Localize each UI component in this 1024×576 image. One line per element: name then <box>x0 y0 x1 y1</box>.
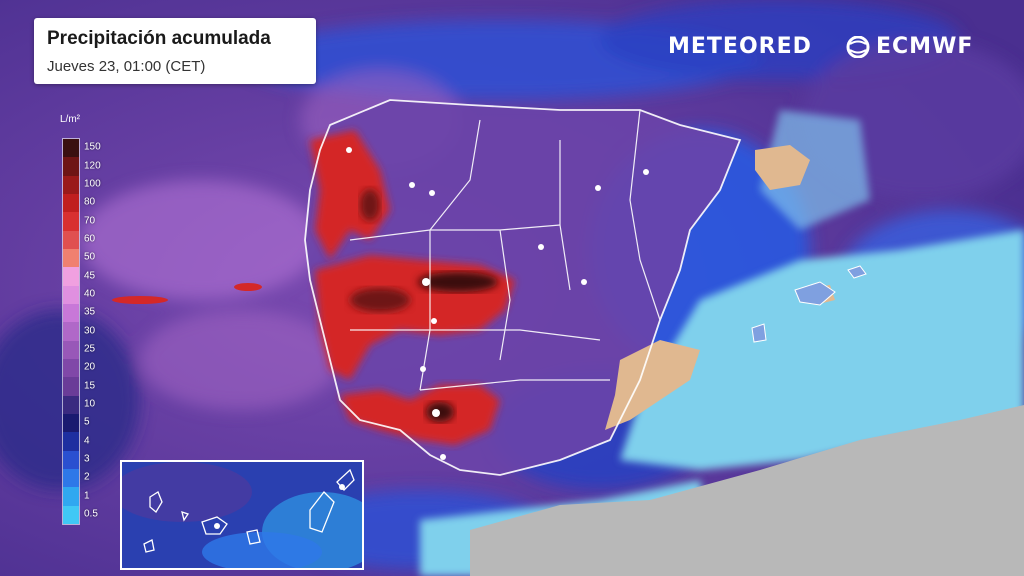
legend-value: 80 <box>84 196 96 208</box>
legend-value: 100 <box>84 178 101 190</box>
legend-swatch <box>63 175 79 194</box>
legend-value: 50 <box>84 251 96 263</box>
legend-value: 40 <box>84 288 96 300</box>
legend-value: 30 <box>84 325 96 336</box>
legend-swatch <box>63 139 79 158</box>
legend-value: 25 <box>84 343 96 355</box>
ecmwf-label: ECMWF <box>876 34 974 59</box>
legend-swatch <box>63 157 79 176</box>
legend-value: 10 <box>84 398 96 410</box>
legend-value: 20 <box>84 361 96 373</box>
legend-value: 120 <box>84 160 101 171</box>
legend-value: 70 <box>84 215 96 226</box>
legend-value: 60 <box>84 233 96 245</box>
legend-value: 45 <box>84 270 96 281</box>
legend-value: 3 <box>84 453 90 465</box>
mediterranean-sea <box>620 230 1024 470</box>
legend-swatch <box>63 395 79 414</box>
legend-swatch <box>63 450 79 469</box>
legend-swatch <box>63 248 79 268</box>
map-timestamp: Jueves 23, 01:00 (CET) <box>47 58 206 75</box>
legend-swatch <box>63 285 79 304</box>
legend-value: 150 <box>84 141 101 153</box>
legend-swatch <box>63 468 79 488</box>
precipitation-legend <box>62 138 80 525</box>
heavy-rain-areas <box>112 130 515 445</box>
map-title-box: Precipitación acumulada Jueves 23, 01:00… <box>34 18 316 84</box>
meteored-logo: METEORED <box>668 34 812 59</box>
map-title: Precipitación acumulada <box>47 28 271 49</box>
legend-value: 5 <box>84 416 90 428</box>
legend-swatch <box>63 487 79 506</box>
legend-swatch <box>63 303 79 323</box>
ecmwf-logo: ECMWF <box>846 34 973 59</box>
legend-swatch <box>63 322 79 341</box>
legend-value: 0.5 <box>84 508 98 520</box>
legend-unit: L/m² <box>60 114 80 125</box>
canary-islands-inset[interactable] <box>120 460 364 570</box>
north-africa <box>470 405 1024 576</box>
legend-swatch <box>63 212 79 231</box>
legend-value: 2 <box>84 471 90 483</box>
legend-swatch <box>63 432 79 451</box>
canary-islands-map <box>122 462 362 568</box>
legend-swatch <box>63 413 79 433</box>
legend-value: 1 <box>84 490 90 501</box>
legend-swatch <box>63 193 79 213</box>
legend-swatch <box>63 377 79 396</box>
balearic-islands <box>751 265 867 343</box>
legend-value: 35 <box>84 306 96 318</box>
legend-swatch <box>63 340 79 359</box>
legend-value: 15 <box>84 380 96 391</box>
region-borders <box>304 99 742 476</box>
legend-swatch <box>63 358 79 378</box>
ecmwf-emblem-icon <box>846 35 870 58</box>
legend-swatch <box>63 230 79 249</box>
city-markers <box>346 147 649 460</box>
legend-swatch <box>63 267 79 286</box>
legend-swatch <box>63 505 79 524</box>
legend-value: 4 <box>84 435 90 446</box>
